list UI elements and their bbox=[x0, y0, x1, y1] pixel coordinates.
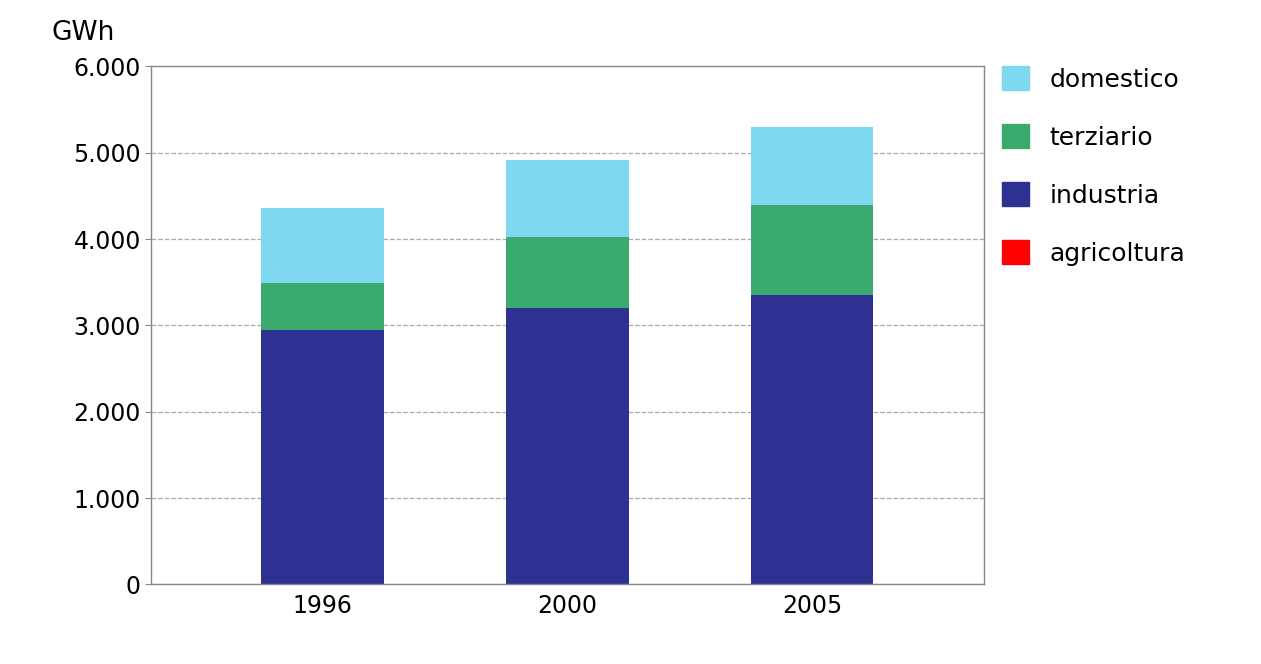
Bar bbox=[261, 208, 383, 283]
Bar bbox=[752, 205, 874, 295]
Bar bbox=[506, 161, 629, 237]
Legend: domestico, terziario, industria, agricoltura: domestico, terziario, industria, agricol… bbox=[992, 56, 1195, 276]
Bar bbox=[261, 329, 383, 584]
Text: GWh: GWh bbox=[52, 20, 115, 46]
Bar bbox=[506, 237, 629, 308]
Bar bbox=[506, 308, 629, 584]
Bar bbox=[752, 127, 874, 205]
Bar bbox=[752, 295, 874, 584]
Bar bbox=[261, 283, 383, 329]
